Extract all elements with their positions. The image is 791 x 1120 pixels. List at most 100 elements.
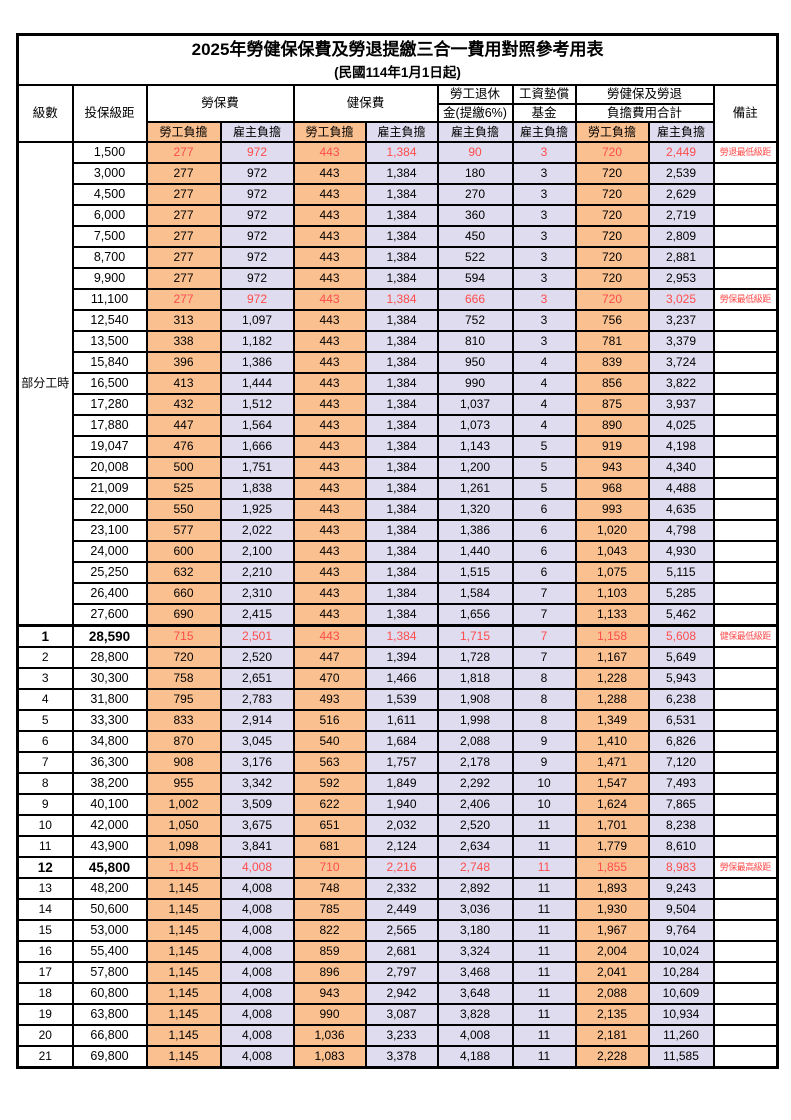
- fee-cell: 1,145: [145, 897, 222, 921]
- bracket-cell: 21,009: [71, 476, 148, 500]
- fee-cell: 7,493: [647, 771, 715, 795]
- fee-cell: 443: [292, 581, 367, 605]
- fee-cell: 1,167: [574, 645, 650, 669]
- table-row: 9,900 277 972 443 1,384 594 3 720 2,953: [18, 266, 779, 290]
- remark-cell: [712, 560, 779, 584]
- contribution-reference-table: 2025年勞健保保費及勞退提繳三合一費用對照參考用表 (民國114年1月1日起)…: [16, 33, 780, 1069]
- fee-cell: 11,260: [647, 1023, 715, 1047]
- fee-cell: 720: [574, 161, 650, 185]
- fee-cell: 972: [219, 287, 295, 311]
- fee-cell: 1,666: [219, 434, 295, 458]
- fee-cell: 443: [292, 518, 367, 542]
- fee-cell: 1,384: [364, 602, 439, 626]
- fee-cell: 4,008: [436, 1023, 514, 1047]
- fee-cell: 3,324: [436, 939, 514, 963]
- fee-cell: 690: [145, 602, 222, 626]
- fee-cell: 1,701: [574, 813, 650, 837]
- fee-cell: 1,384: [364, 287, 439, 311]
- fee-cell: 277: [145, 161, 222, 185]
- remark-cell: [712, 666, 779, 690]
- fee-cell: 1,384: [364, 560, 439, 584]
- fee-cell: 720: [574, 224, 650, 248]
- fee-cell: 1,384: [364, 623, 439, 648]
- fee-cell: 7: [511, 645, 577, 669]
- level-cell: 20: [16, 1023, 74, 1047]
- fee-cell: 443: [292, 350, 367, 374]
- bracket-cell: 12,540: [71, 308, 148, 332]
- bracket-cell: 26,400: [71, 581, 148, 605]
- remark-cell: 健保最低級距: [712, 623, 779, 648]
- fee-cell: 11: [511, 876, 577, 900]
- subheader-labor-employer: 雇主負擔: [219, 120, 295, 143]
- col-header-wage-fund-line1: 工資墊償: [511, 83, 577, 105]
- fee-cell: 5,285: [647, 581, 715, 605]
- bracket-cell: 63,800: [71, 1002, 148, 1026]
- fee-cell: 1,384: [364, 161, 439, 185]
- fee-cell: 1,145: [145, 1023, 222, 1047]
- level-cell: 13: [16, 876, 74, 900]
- fee-cell: 1,998: [436, 708, 514, 732]
- fee-cell: 443: [292, 602, 367, 626]
- fee-cell: 7: [511, 623, 577, 648]
- bracket-cell: 40,100: [71, 792, 148, 816]
- remark-cell: [712, 687, 779, 711]
- table-row: 6,000 277 972 443 1,384 360 3 720 2,719: [18, 203, 779, 227]
- remark-cell: [712, 750, 779, 774]
- fee-cell: 277: [145, 140, 222, 164]
- table-row: 20 66,800 1,145 4,008 1,036 3,233 4,008 11 2,181…: [16, 1023, 779, 1047]
- fee-cell: 11: [511, 1002, 577, 1026]
- fee-cell: 522: [436, 245, 514, 269]
- fee-cell: 2,181: [574, 1023, 650, 1047]
- fee-cell: 1,043: [574, 539, 650, 563]
- remark-cell: 勞退最低級距: [712, 140, 779, 164]
- table-row: 19 63,800 1,145 4,008 990 3,087 3,828 11 2,135 10…: [16, 1002, 779, 1026]
- fee-cell: 666: [436, 287, 514, 311]
- subheader-total-employer: 雇主負擔: [647, 120, 715, 143]
- fee-cell: 6: [511, 539, 577, 563]
- table-row: 11,100 277 972 443 1,384 666 3 720 3,025 勞保最低級距: [18, 287, 779, 311]
- fee-cell: 3: [511, 203, 577, 227]
- bracket-cell: 45,800: [71, 855, 148, 879]
- fee-cell: 11: [511, 834, 577, 858]
- remark-cell: [712, 161, 779, 185]
- fee-cell: 785: [292, 897, 367, 921]
- fee-cell: 432: [145, 392, 222, 416]
- table-row: 14 50,600 1,145 4,008 785 2,449 3,036 11 1,930 9,…: [16, 897, 779, 921]
- subheader-fund-employer: 雇主負擔: [511, 120, 577, 143]
- subheader-health-employer: 雇主負擔: [364, 120, 439, 143]
- fee-cell: 443: [292, 476, 367, 500]
- bracket-cell: 55,400: [71, 939, 148, 963]
- fee-cell: 540: [292, 729, 367, 753]
- bracket-cell: 28,800: [71, 645, 148, 669]
- fee-cell: 443: [292, 413, 367, 437]
- fee-cell: 10,024: [647, 939, 715, 963]
- table-body: 部分工時 1,500 277 972 443 1,384 90 3 720 2,449 勞退最低級距…: [16, 140, 779, 1068]
- fee-cell: 525: [145, 476, 222, 500]
- fee-cell: 2,681: [364, 939, 439, 963]
- fee-cell: 1,855: [574, 855, 650, 879]
- fee-cell: 1,097: [219, 308, 295, 332]
- fee-cell: 2,332: [364, 876, 439, 900]
- bracket-cell: 43,900: [71, 834, 148, 858]
- table-row: 部分工時 1,500 277 972 443 1,384 90 3 720 2,449 勞退最低級距: [16, 140, 779, 626]
- fee-cell: 4,340: [647, 455, 715, 479]
- table-row: 27,600 690 2,415 443 1,384 1,656 7 1,133 5,462: [18, 602, 779, 626]
- page-subtitle: (民國114年1月1日起): [334, 64, 461, 80]
- fee-cell: 338: [145, 329, 222, 353]
- fee-cell: 476: [145, 434, 222, 458]
- bracket-cell: 7,500: [71, 224, 148, 248]
- fee-cell: 1,020: [574, 518, 650, 542]
- table-row: 10 42,000 1,050 3,675 651 2,032 2,520 11 1,701 8,…: [16, 813, 779, 837]
- fee-cell: 1,384: [364, 350, 439, 374]
- subheader-total-employee: 勞工負擔: [574, 120, 650, 143]
- fee-cell: 1,539: [364, 687, 439, 711]
- fee-cell: 810: [436, 329, 514, 353]
- bracket-cell: 53,000: [71, 918, 148, 942]
- fee-cell: 1,893: [574, 876, 650, 900]
- fee-cell: 11: [511, 855, 577, 879]
- table-row: 25,250 632 2,210 443 1,384 1,515 6 1,075 5,115: [18, 560, 779, 584]
- fee-cell: 1,384: [364, 497, 439, 521]
- fee-cell: 8: [511, 687, 577, 711]
- fee-cell: 5,115: [647, 560, 715, 584]
- col-header-bracket: 投保級距: [71, 83, 148, 143]
